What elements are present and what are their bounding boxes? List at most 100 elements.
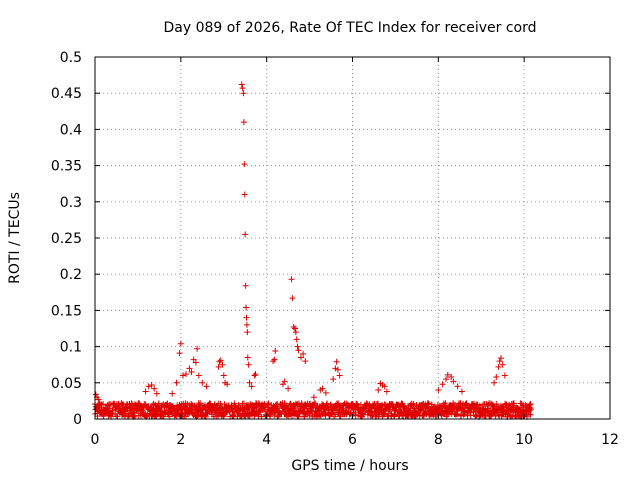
data-point: [195, 401, 202, 408]
data-point: [169, 390, 176, 397]
data-point: [294, 401, 301, 408]
data-point: [460, 411, 467, 418]
data-point: [291, 405, 298, 412]
y-tick-labels: 0 0.05 0.1 0.15 0.2 0.25 0.3 0.35 0.4 0.45 0.5: [51, 50, 82, 428]
data-point: [142, 388, 149, 395]
data-point: [243, 304, 250, 311]
data-point: [192, 359, 199, 366]
data-point: [499, 361, 506, 368]
data-point: [464, 411, 471, 418]
x-tick-labels: 0 2 4 6 8 10 12: [91, 432, 619, 448]
data-point: [300, 350, 307, 357]
data-point: [383, 388, 390, 395]
data-point: [177, 340, 184, 347]
y-tick-label: 0: [73, 412, 82, 428]
data-point: [242, 231, 249, 238]
data-point: [442, 400, 449, 407]
y-tick-label: 0.3: [60, 195, 82, 211]
data-point: [211, 403, 218, 410]
data-point: [114, 413, 121, 420]
data-point: [439, 381, 446, 388]
data-point: [272, 347, 279, 354]
chart-title: Day 089 of 2026, Rate Of TEC Index for r…: [163, 20, 536, 36]
data-point: [244, 354, 251, 361]
data-point: [179, 372, 186, 379]
x-tick-label: 10: [515, 432, 533, 448]
y-tick-label: 0.4: [60, 122, 82, 138]
data-point: [310, 394, 317, 401]
data-point: [435, 387, 442, 394]
data-point: [293, 336, 300, 343]
data-point: [135, 407, 142, 414]
tick-marks: [94, 56, 611, 420]
x-tick-label: 12: [601, 432, 619, 448]
data-point: [244, 329, 251, 336]
data-point: [118, 401, 125, 408]
data-point: [292, 329, 299, 336]
data-point: [502, 400, 509, 407]
data-point: [290, 324, 297, 331]
y-tick-label: 0.2: [60, 267, 82, 283]
data-point: [510, 400, 517, 407]
data-point: [527, 405, 534, 412]
data-point: [496, 358, 503, 365]
data-point: [182, 371, 189, 378]
x-tick-label: 8: [434, 432, 443, 448]
data-point: [92, 391, 99, 398]
data-point: [173, 379, 180, 386]
data-point: [330, 376, 337, 383]
data-point: [497, 355, 504, 362]
data-point: [251, 372, 258, 379]
data-point: [188, 368, 195, 375]
data-point: [336, 372, 343, 379]
data-point: [240, 119, 247, 126]
data-point: [215, 363, 222, 370]
data-point: [288, 276, 295, 283]
data-point: [334, 366, 341, 373]
data-point: [271, 412, 278, 419]
data-point: [324, 400, 331, 407]
data-point: [463, 400, 470, 407]
y-tick-label: 0.15: [51, 303, 82, 319]
data-point: [294, 343, 301, 350]
data-point: [145, 383, 152, 390]
data-point: [195, 372, 202, 379]
data-point: [251, 403, 258, 410]
y-tick-label: 0.45: [51, 86, 82, 102]
data-point: [271, 356, 278, 363]
x-axis-label: GPS time / hours: [291, 458, 408, 474]
data-point: [493, 374, 500, 381]
data-point: [248, 383, 255, 390]
x-tick-label: 4: [262, 432, 271, 448]
data-point: [410, 400, 417, 407]
data-point: [245, 413, 252, 420]
data-point: [217, 357, 224, 364]
data-point: [495, 363, 502, 370]
data-point: [424, 400, 431, 407]
data-point: [400, 403, 407, 410]
data-point: [298, 354, 304, 361]
data-point: [243, 321, 250, 328]
data-point: [457, 412, 464, 419]
data-point: [194, 345, 201, 352]
data-point: [224, 381, 231, 388]
data-point: [255, 400, 262, 407]
data-point: [322, 410, 329, 417]
data-point: [95, 396, 102, 403]
data-point: [267, 413, 274, 420]
data-point: [501, 372, 508, 379]
y-axis-label: ROTI / TECUs: [7, 192, 23, 284]
data-point: [282, 410, 289, 417]
data-point: [246, 379, 253, 386]
data-point: [332, 365, 339, 372]
data-point: [510, 403, 517, 410]
data-point: [151, 385, 158, 392]
data-point: [391, 412, 398, 419]
data-point: [359, 410, 366, 417]
data-point: [98, 401, 105, 408]
data-point: [416, 412, 423, 419]
data-point: [381, 383, 388, 390]
data-point: [302, 358, 309, 365]
data-point: [243, 314, 250, 321]
